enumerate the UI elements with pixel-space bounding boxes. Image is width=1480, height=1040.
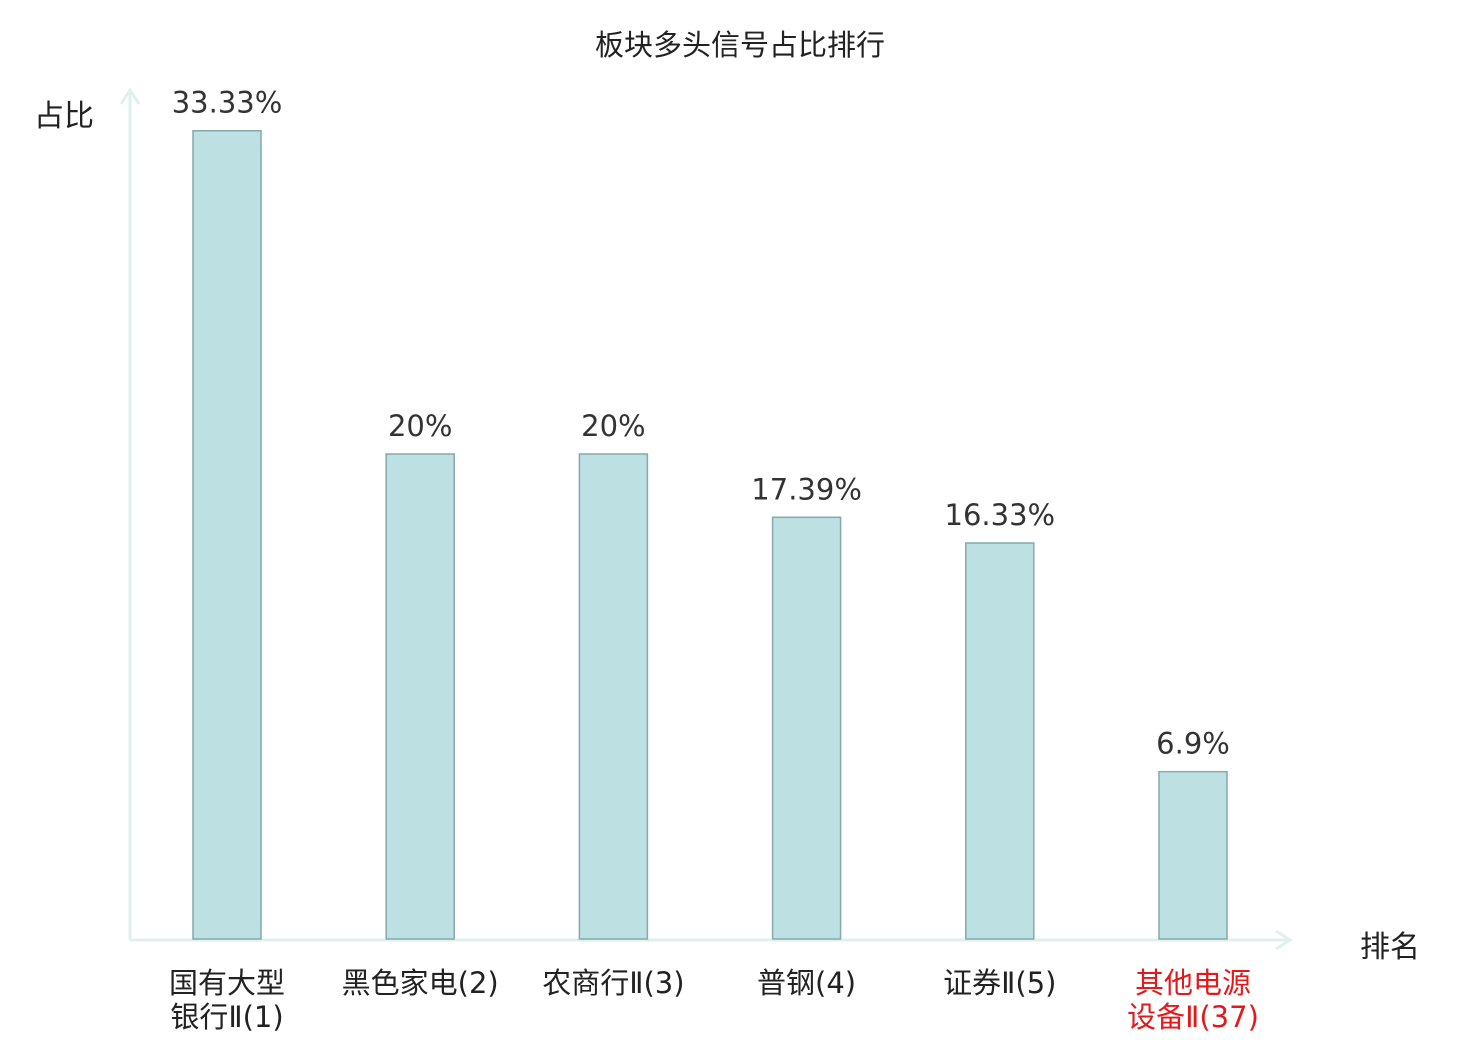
x-axis-arrow-icon: [1275, 929, 1293, 951]
bar: [1158, 770, 1228, 940]
x-tick-label: 农商行Ⅱ(3): [542, 966, 684, 1000]
x-tick-label: 证券Ⅱ(5): [943, 966, 1056, 1000]
data-label: 6.9%: [1156, 727, 1230, 761]
data-label: 33.33%: [172, 86, 283, 120]
x-tick-label: 设备Ⅱ(37): [1127, 1000, 1259, 1034]
y-axis-arrow-icon: [119, 87, 141, 105]
data-label: 20%: [581, 409, 645, 443]
x-tick-label: 黑色家电(2): [342, 966, 499, 1000]
bar: [578, 453, 649, 940]
x-tick-label: 国有大型: [169, 966, 285, 1000]
x-tick-label: 其他电源: [1135, 966, 1251, 1000]
y-axis-label: 占比: [34, 99, 94, 134]
data-label: 20%: [388, 409, 452, 443]
chart-title: 板块多头信号占比排行: [594, 28, 885, 62]
bar: [192, 129, 262, 940]
bar: [385, 453, 455, 940]
x-tick-label: 银行Ⅱ(1): [170, 1000, 283, 1034]
data-label: 17.39%: [751, 472, 862, 506]
x-axis-label: 排名: [1360, 930, 1420, 965]
x-tick-label: 普钢(4): [757, 966, 856, 1000]
bar: [771, 516, 842, 940]
bar: [965, 542, 1035, 940]
data-label: 16.33%: [945, 498, 1056, 532]
